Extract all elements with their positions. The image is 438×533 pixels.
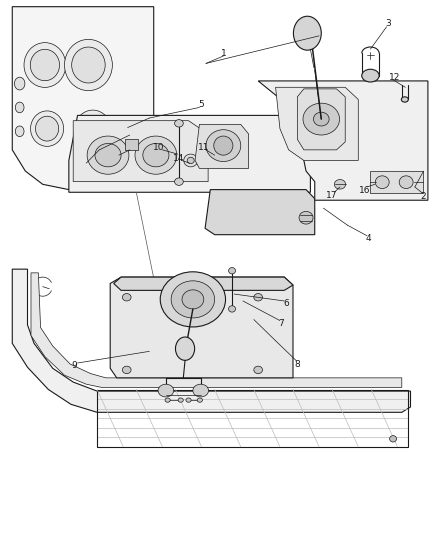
- Polygon shape: [110, 277, 293, 378]
- Ellipse shape: [95, 143, 121, 167]
- Text: 2: 2: [421, 192, 426, 201]
- Polygon shape: [31, 273, 402, 387]
- Ellipse shape: [72, 47, 105, 83]
- Text: 3: 3: [385, 19, 391, 28]
- Ellipse shape: [187, 157, 194, 164]
- Ellipse shape: [254, 294, 262, 301]
- Ellipse shape: [293, 16, 321, 50]
- Ellipse shape: [175, 119, 184, 127]
- Ellipse shape: [165, 398, 170, 402]
- Ellipse shape: [229, 306, 236, 312]
- Polygon shape: [297, 89, 345, 150]
- Ellipse shape: [229, 268, 236, 274]
- Polygon shape: [12, 269, 410, 413]
- Ellipse shape: [362, 69, 379, 82]
- Ellipse shape: [143, 143, 169, 167]
- Ellipse shape: [14, 77, 25, 90]
- Text: 12: 12: [389, 73, 400, 82]
- Text: 17: 17: [326, 191, 338, 200]
- Ellipse shape: [122, 366, 131, 374]
- Ellipse shape: [399, 176, 413, 189]
- Ellipse shape: [171, 281, 215, 318]
- Text: 11: 11: [198, 143, 209, 152]
- Ellipse shape: [175, 178, 184, 185]
- Text: 4: 4: [365, 235, 371, 244]
- Polygon shape: [114, 277, 293, 290]
- Ellipse shape: [122, 294, 131, 301]
- Ellipse shape: [158, 384, 174, 397]
- Polygon shape: [125, 139, 138, 150]
- Text: 5: 5: [198, 100, 204, 109]
- Ellipse shape: [334, 180, 346, 189]
- Ellipse shape: [160, 272, 226, 327]
- Ellipse shape: [135, 136, 177, 174]
- Ellipse shape: [401, 97, 408, 102]
- Ellipse shape: [375, 176, 389, 189]
- Ellipse shape: [113, 150, 130, 171]
- Ellipse shape: [74, 110, 111, 149]
- Ellipse shape: [314, 112, 329, 126]
- Polygon shape: [12, 7, 154, 190]
- Ellipse shape: [193, 384, 208, 397]
- Ellipse shape: [178, 398, 184, 402]
- Polygon shape: [371, 171, 423, 193]
- Ellipse shape: [80, 116, 106, 143]
- Ellipse shape: [197, 398, 202, 402]
- Text: 16: 16: [359, 185, 371, 195]
- Ellipse shape: [15, 102, 24, 113]
- Polygon shape: [73, 120, 208, 182]
- Ellipse shape: [30, 50, 60, 80]
- Ellipse shape: [15, 126, 24, 136]
- Polygon shape: [258, 81, 428, 200]
- Ellipse shape: [24, 43, 66, 87]
- Text: 1: 1: [220, 49, 226, 58]
- Ellipse shape: [214, 136, 233, 155]
- Text: 9: 9: [72, 361, 78, 370]
- Ellipse shape: [64, 39, 113, 91]
- Text: 14: 14: [173, 155, 185, 164]
- Ellipse shape: [303, 103, 339, 135]
- Polygon shape: [276, 87, 358, 160]
- Text: 10: 10: [153, 143, 165, 152]
- Ellipse shape: [184, 154, 198, 167]
- Ellipse shape: [31, 111, 64, 147]
- Ellipse shape: [186, 398, 191, 402]
- Text: 8: 8: [294, 360, 300, 368]
- Ellipse shape: [254, 366, 262, 374]
- Polygon shape: [195, 124, 249, 168]
- Ellipse shape: [299, 212, 313, 224]
- Ellipse shape: [390, 435, 396, 442]
- Ellipse shape: [87, 136, 129, 174]
- Ellipse shape: [176, 337, 194, 360]
- Ellipse shape: [206, 130, 241, 161]
- Text: 7: 7: [279, 319, 284, 328]
- Text: 6: 6: [283, 299, 290, 308]
- Polygon shape: [69, 115, 311, 192]
- Ellipse shape: [182, 290, 204, 309]
- Polygon shape: [205, 190, 315, 235]
- Ellipse shape: [35, 116, 59, 141]
